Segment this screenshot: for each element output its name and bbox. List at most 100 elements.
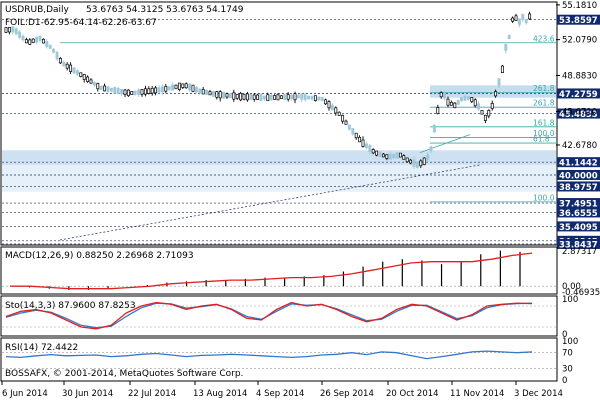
fib-level-label: 261.8 [533,99,555,108]
stochastic-pane-border [0,295,558,337]
candle-body [296,94,300,99]
rsi-label: RSI(14) 72.4422 [5,343,78,353]
candle-body [504,44,508,51]
stochastic-label: Sto(14,3,3) 87.9600 87.8253 [5,301,136,311]
candle-body [150,87,154,94]
candle-body [222,91,226,99]
candle-body [41,38,45,44]
time-tick-label: 13 Aug 2014 [193,389,247,399]
candle-body [453,102,457,109]
candle-body [307,95,311,100]
macd-plot [2,250,556,290]
candle-body [4,27,8,33]
candle-body [524,19,528,24]
symbol-label: USDRUB,Daily [5,5,70,15]
ohlc-label: 53.6763 54.3125 53.6763 54.1749 [86,5,244,15]
macd-tick-label: -0.469359 [562,288,600,298]
candle-body [371,149,375,154]
stochastic-plot [2,301,556,330]
stochastic-pane[interactable]: Sto(14,3,3) 87.9600 87.8253 [0,295,558,337]
candle-body [528,13,532,20]
candle-body [28,39,32,45]
candle-body [507,35,511,40]
candle-body [79,72,83,77]
candle-body [283,94,287,101]
level-box [557,88,600,99]
candle-body [52,48,56,53]
level-box [557,181,600,192]
candle-body [126,89,130,97]
candle-body [419,160,423,167]
candle-body [225,93,229,98]
candle-body [381,153,385,158]
fib-level-label: 100.0 [533,193,555,202]
stochastic-tick-label: 0 [562,330,567,340]
candle-body [113,87,117,94]
time-tick-label: 26 Sep 2014 [320,389,374,399]
candle-body [18,31,22,38]
fib-level-label: 161.8 [533,118,555,127]
candle-body [242,93,246,100]
candle-body [473,99,477,107]
candle-body [402,155,406,160]
candle-body [109,87,113,92]
support-band [2,150,556,165]
candle-body [11,26,15,33]
candle-body [262,95,266,100]
rsi-line [5,350,533,360]
macd-signal-line [10,252,533,290]
candle-body [21,35,25,41]
time-tick-label: 22 Jul 2014 [128,389,176,399]
candle-body [259,93,263,101]
candle-body [14,28,18,35]
candle-body [303,94,307,101]
candle-body [194,86,198,93]
macd-label: MACD(12,26,9) 0.88250 2.26968 2.71093 [5,251,194,261]
time-tick-label: 4 Sep 2014 [256,389,304,399]
candle-body [266,94,270,102]
candle-body [65,63,69,69]
candle-body [300,93,304,100]
level-box [557,238,600,249]
candle-body [157,87,161,93]
time-tick-label: 30 Jun 2014 [62,389,113,399]
candle-body [171,84,175,91]
level-value: 33.8437 [559,240,598,250]
candle-body [130,91,134,95]
level-box [557,169,600,180]
candle-body [279,95,283,99]
candle-body [7,27,11,33]
rsi-plot [2,350,556,369]
candle-body [103,85,107,92]
candle-body [310,95,314,100]
candle-body [334,107,338,114]
candle-body [35,36,39,43]
candle-body [276,94,280,101]
rsi-pane[interactable]: RSI(14) 72.4422 BOSSAFX, © 2001-2014, Me… [0,337,558,382]
candle-body [392,153,396,159]
level-value: 36.6555 [559,209,598,219]
candle-body [456,99,460,105]
candle-body [446,98,450,106]
candle-body [409,159,413,164]
candle-body [415,161,419,168]
time-tick-label: 11 Nov 2014 [450,389,504,399]
candle-body [395,152,399,159]
candle-body [38,35,42,41]
candle-body [361,139,365,147]
level-box [557,207,600,218]
level-value: 40.0000 [559,171,598,181]
candle-body [137,89,141,95]
macd-pane[interactable]: MACD(12,26,9) 0.88250 2.26968 2.71093 [0,246,558,295]
level-lines [2,19,556,245]
candle-body [69,64,73,72]
candle-body [143,88,147,95]
candle-body [483,114,487,121]
candle-body [354,132,358,139]
candle-body [290,94,294,99]
candle-body [211,91,215,97]
